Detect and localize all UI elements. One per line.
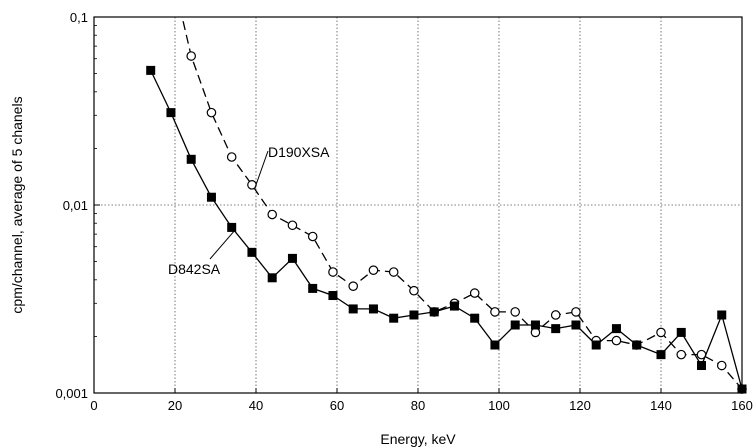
annotation-leader xyxy=(254,150,269,189)
data-point xyxy=(470,313,480,323)
series-line xyxy=(150,70,743,390)
series-D842SA xyxy=(146,65,747,394)
data-point xyxy=(717,310,727,320)
data-point xyxy=(632,340,642,350)
data-point xyxy=(409,285,419,296)
data-point xyxy=(328,291,338,301)
x-tick-label: 40 xyxy=(249,398,263,413)
data-point xyxy=(676,327,686,337)
y-axis-title: cpm/channel, average of 5 chanels xyxy=(9,96,25,313)
y-axis-ticks: 0,001 0,01 0,1 xyxy=(55,10,100,401)
x-tick-label: 60 xyxy=(330,398,344,413)
data-point xyxy=(267,273,277,283)
data-point xyxy=(469,288,480,298)
data-point xyxy=(247,247,257,257)
data-point xyxy=(571,307,581,317)
data-point xyxy=(676,349,687,360)
data-point xyxy=(449,301,459,311)
data-point xyxy=(716,360,727,371)
y-tick-label: 0,001 xyxy=(55,386,88,401)
data-point xyxy=(697,361,706,371)
data-point xyxy=(146,65,156,75)
data-point xyxy=(611,335,622,346)
x-tick-label: 80 xyxy=(411,398,425,413)
data-point xyxy=(656,327,666,338)
data-point xyxy=(550,310,561,320)
x-tick-label: 100 xyxy=(488,398,510,413)
data-point xyxy=(551,324,561,334)
data-point xyxy=(287,220,298,231)
data-point xyxy=(490,307,500,317)
x-tick-label: 20 xyxy=(168,398,182,413)
data-point xyxy=(166,108,176,118)
data-point xyxy=(530,320,540,330)
data-point xyxy=(571,320,581,330)
data-point xyxy=(307,231,318,242)
data-point xyxy=(510,307,520,317)
data-point xyxy=(226,152,237,162)
series-D190XSA xyxy=(182,21,747,394)
series-label-D842SA: D842SA xyxy=(168,261,221,277)
series-layer xyxy=(146,21,747,394)
data-point xyxy=(656,350,666,360)
data-point xyxy=(368,304,378,314)
x-axis-ticks: 0 20 40 60 80 100 120 140 160 xyxy=(90,388,753,413)
data-point xyxy=(409,310,419,320)
annotation-layer: D190XSA D842SA xyxy=(168,144,330,277)
x-axis-title: Energy, keV xyxy=(380,431,456,447)
x-tick-label: 0 xyxy=(90,398,97,413)
data-point xyxy=(267,209,277,220)
data-point xyxy=(490,340,500,350)
data-point xyxy=(287,253,297,263)
data-point xyxy=(227,222,237,232)
data-point xyxy=(368,265,379,275)
data-point xyxy=(186,154,196,164)
y-tick-label: 0,1 xyxy=(70,10,88,25)
data-point xyxy=(389,313,399,323)
grid-lines xyxy=(94,17,742,393)
data-point xyxy=(308,283,318,293)
data-point xyxy=(510,320,520,330)
data-point xyxy=(611,324,621,334)
x-tick-label: 120 xyxy=(569,398,591,413)
y-tick-label: 0,01 xyxy=(63,198,88,213)
data-point xyxy=(206,107,217,118)
x-tick-label: 140 xyxy=(650,398,672,413)
data-point xyxy=(328,267,338,277)
data-point xyxy=(591,340,601,350)
x-tick-label: 160 xyxy=(731,398,753,413)
data-point xyxy=(348,304,358,314)
data-point xyxy=(737,384,747,394)
data-point xyxy=(388,267,399,277)
annotation-leader xyxy=(209,230,236,260)
data-point xyxy=(429,307,439,317)
data-point xyxy=(206,192,216,202)
series-label-D190XSA: D190XSA xyxy=(268,144,330,160)
data-point xyxy=(186,51,196,61)
data-point xyxy=(348,281,358,291)
